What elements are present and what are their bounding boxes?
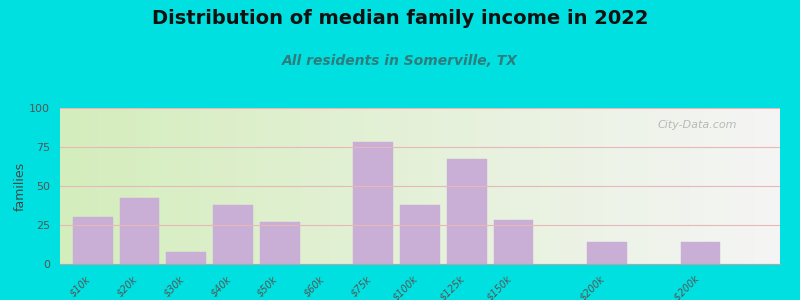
- Bar: [354, 142, 393, 264]
- Text: Distribution of median family income in 2022: Distribution of median family income in …: [152, 9, 648, 28]
- Y-axis label: families: families: [14, 161, 26, 211]
- Bar: [260, 222, 300, 264]
- Bar: [400, 205, 440, 264]
- Bar: [587, 242, 627, 264]
- Bar: [166, 251, 206, 264]
- Bar: [120, 199, 159, 264]
- Text: All residents in Somerville, TX: All residents in Somerville, TX: [282, 54, 518, 68]
- Bar: [73, 217, 113, 264]
- Bar: [494, 220, 534, 264]
- Bar: [681, 242, 720, 264]
- Text: City-Data.com: City-Data.com: [658, 121, 737, 130]
- Bar: [447, 160, 486, 264]
- Bar: [213, 205, 253, 264]
